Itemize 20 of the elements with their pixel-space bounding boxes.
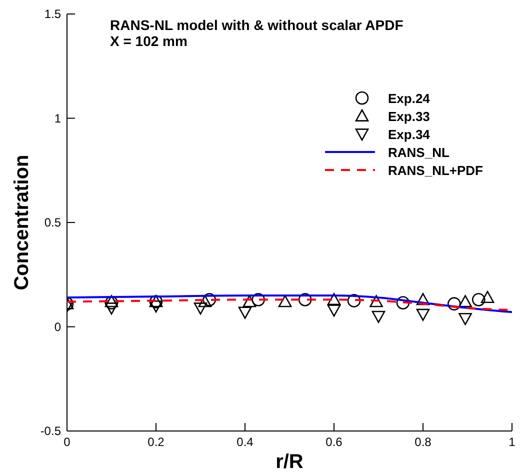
- legend-label: RANS_NL: [388, 145, 450, 160]
- y-axis-title: Concentration: [11, 154, 33, 290]
- x-tick-label: 0.2: [148, 435, 165, 449]
- x-tick-label: 0: [64, 435, 71, 449]
- legend-label: Exp.33: [388, 109, 430, 124]
- x-tick-label: 0.8: [414, 435, 432, 449]
- y-tick-label: 0.5: [44, 216, 62, 230]
- y-tick-label: -0.5: [40, 424, 62, 438]
- x-tick-label: 0.6: [326, 435, 343, 449]
- text: X = 102 mm: [110, 33, 188, 49]
- chart-title: RANS-NL model with & without scalar APDF: [110, 17, 404, 33]
- x-tick-label: 1: [508, 435, 516, 449]
- y-tick-label: 1.5: [44, 7, 62, 21]
- x-tick-label: 0.4: [236, 435, 254, 449]
- x-axis-title: r/R: [276, 451, 304, 472]
- y-tick-label: 0: [54, 320, 62, 334]
- y-tick-label: 1: [54, 111, 62, 126]
- legend-label: RANS_NL+PDF: [388, 163, 484, 178]
- legend-label: Exp.34: [388, 127, 431, 142]
- legend-label: Exp.24: [388, 91, 431, 106]
